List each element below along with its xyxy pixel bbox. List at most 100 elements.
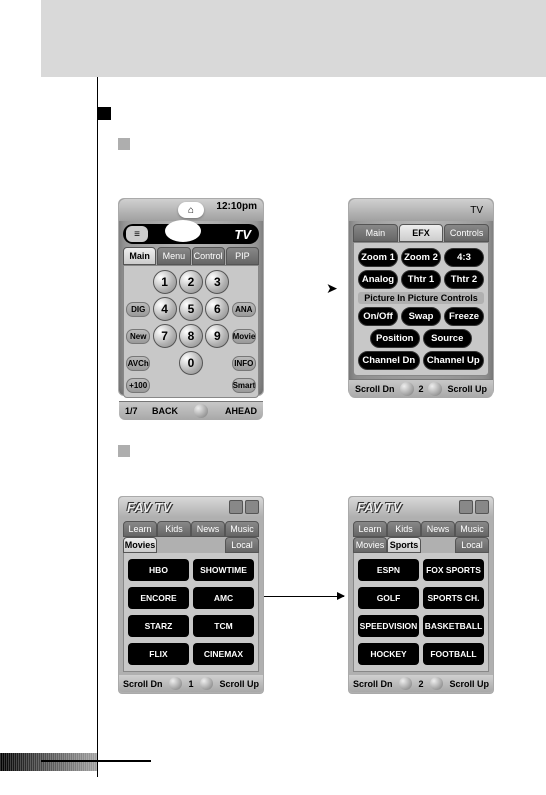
side-movie[interactable]: Movie [232, 329, 256, 344]
nav-circle[interactable] [400, 382, 414, 396]
tab-movies[interactable]: Movies [123, 537, 157, 553]
btn-channeldn[interactable]: Channel Dn [358, 351, 420, 370]
tab-learn[interactable]: Learn [353, 521, 387, 537]
icon-a[interactable] [459, 500, 473, 514]
nav-circle[interactable] [430, 677, 443, 690]
nav-circle[interactable] [169, 677, 182, 690]
tab-news[interactable]: News [421, 521, 455, 537]
footer: Scroll Dn 2 Scroll Up [349, 675, 493, 692]
nav-circle[interactable] [428, 382, 442, 396]
icon-b[interactable] [245, 500, 259, 514]
key-3[interactable]: 3 [205, 270, 229, 294]
btn-zoom1[interactable]: Zoom 1 [358, 248, 398, 267]
ch-showtime[interactable]: SHOWTIME [193, 559, 254, 581]
row-pip2: Position Source [358, 329, 484, 348]
ch-speedvision[interactable]: SPEEDVISION [358, 615, 419, 637]
side-plus100[interactable]: +100 [126, 378, 150, 393]
ch-hbo[interactable]: HBO [128, 559, 189, 581]
icon-b[interactable] [475, 500, 489, 514]
ch-hockey[interactable]: HOCKEY [358, 643, 419, 665]
channel-grid: ESPN FOX SPORTS GOLF SPORTS CH. SPEEDVIS… [353, 553, 489, 672]
nav-circle[interactable] [200, 677, 213, 690]
key-2[interactable]: 2 [179, 270, 203, 294]
ch-encore[interactable]: ENCORE [128, 587, 189, 609]
key-7[interactable]: 7 [153, 324, 177, 348]
btn-analog[interactable]: Analog [358, 270, 398, 289]
favtv-movies: FAV TV Learn Kids News Music Movies Loca… [118, 496, 264, 694]
tab-efx[interactable]: EFX [399, 224, 444, 242]
tab-music[interactable]: Music [455, 521, 489, 537]
ch-foxsports[interactable]: FOX SPORTS [423, 559, 484, 581]
side-new[interactable]: New [126, 329, 150, 344]
key-6[interactable]: 6 [205, 297, 229, 321]
ch-flix[interactable]: FLIX [128, 643, 189, 665]
title-bar: FAV TV [349, 497, 493, 517]
ch-sportsch[interactable]: SPORTS CH. [423, 587, 484, 609]
scroll-up[interactable]: Scroll Up [219, 679, 259, 689]
key-0[interactable]: 0 [179, 351, 203, 375]
tab-main[interactable]: Main [123, 247, 156, 265]
btn-position[interactable]: Position [370, 329, 420, 348]
btn-source[interactable]: Source [423, 329, 473, 348]
device-label: TV [234, 227, 251, 242]
btn-swap[interactable]: Swap [401, 307, 441, 326]
key-4[interactable]: 4 [153, 297, 177, 321]
nav-circle[interactable] [194, 404, 208, 418]
key-9[interactable]: 9 [205, 324, 229, 348]
ch-golf[interactable]: GOLF [358, 587, 419, 609]
tab-controls[interactable]: Controls [444, 224, 489, 242]
ch-basketball[interactable]: BASKETBALL [423, 615, 484, 637]
tab-pip[interactable]: PIP [226, 247, 259, 265]
ch-amc[interactable]: AMC [193, 587, 254, 609]
tabs: Main EFX Controls [353, 224, 489, 242]
tv-remote-main: ⌂ 12:10pm ≡ TV Main Menu Control PIP 1 2… [118, 198, 264, 396]
side-smart[interactable]: Smart! [232, 378, 256, 393]
btn-43[interactable]: 4:3 [444, 248, 484, 267]
btn-freeze[interactable]: Freeze [444, 307, 484, 326]
ch-tcm[interactable]: TCM [193, 615, 254, 637]
key-8[interactable]: 8 [179, 324, 203, 348]
back-label[interactable]: BACK [152, 406, 178, 416]
remote-top: ⌂ 12:10pm [119, 199, 263, 221]
power-oval[interactable] [165, 220, 201, 242]
tab-control[interactable]: Control [192, 247, 225, 265]
btn-onoff[interactable]: On/Off [358, 307, 398, 326]
btn-zoom2[interactable]: Zoom 2 [401, 248, 441, 267]
ch-espn[interactable]: ESPN [358, 559, 419, 581]
tab-main[interactable]: Main [353, 224, 398, 242]
home-button[interactable]: ⌂ [178, 202, 204, 218]
btn-thtr2[interactable]: Thtr 2 [444, 270, 484, 289]
side-ana[interactable]: ANA [232, 302, 256, 317]
tab-local[interactable]: Local [455, 537, 489, 553]
tab-learn[interactable]: Learn [123, 521, 157, 537]
scroll-dn[interactable]: Scroll Dn [353, 679, 393, 689]
btn-channelup[interactable]: Channel Up [423, 351, 485, 370]
side-dig[interactable]: DIG [126, 302, 150, 317]
scroll-up[interactable]: Scroll Up [447, 384, 487, 394]
scroll-dn[interactable]: Scroll Dn [355, 384, 395, 394]
scroll-up[interactable]: Scroll Up [449, 679, 489, 689]
side-avch[interactable]: AVCh [126, 356, 150, 371]
tab-sports[interactable]: Sports [387, 537, 421, 553]
icon-a[interactable] [229, 500, 243, 514]
menu-icon[interactable]: ≡ [126, 226, 148, 242]
tab-kids[interactable]: Kids [387, 521, 421, 537]
nav-circle[interactable] [399, 677, 412, 690]
ch-starz[interactable]: STARZ [128, 615, 189, 637]
btn-thtr1[interactable]: Thtr 1 [401, 270, 441, 289]
vertical-divider [97, 77, 98, 777]
tab-news[interactable]: News [191, 521, 225, 537]
tab-menu[interactable]: Menu [157, 247, 190, 265]
key-1[interactable]: 1 [153, 270, 177, 294]
ch-football[interactable]: FOOTBALL [423, 643, 484, 665]
key-5[interactable]: 5 [179, 297, 203, 321]
side-info[interactable]: INFO [232, 356, 256, 371]
scroll-dn[interactable]: Scroll Dn [123, 679, 163, 689]
tab-local[interactable]: Local [225, 537, 259, 553]
ahead-label[interactable]: AHEAD [225, 406, 257, 416]
tab-music[interactable]: Music [225, 521, 259, 537]
tab-kids[interactable]: Kids [157, 521, 191, 537]
ch-cinemax[interactable]: CINEMAX [193, 643, 254, 665]
tab-movies[interactable]: Movies [353, 537, 387, 553]
footer: Scroll Dn 1 Scroll Up [119, 675, 263, 692]
